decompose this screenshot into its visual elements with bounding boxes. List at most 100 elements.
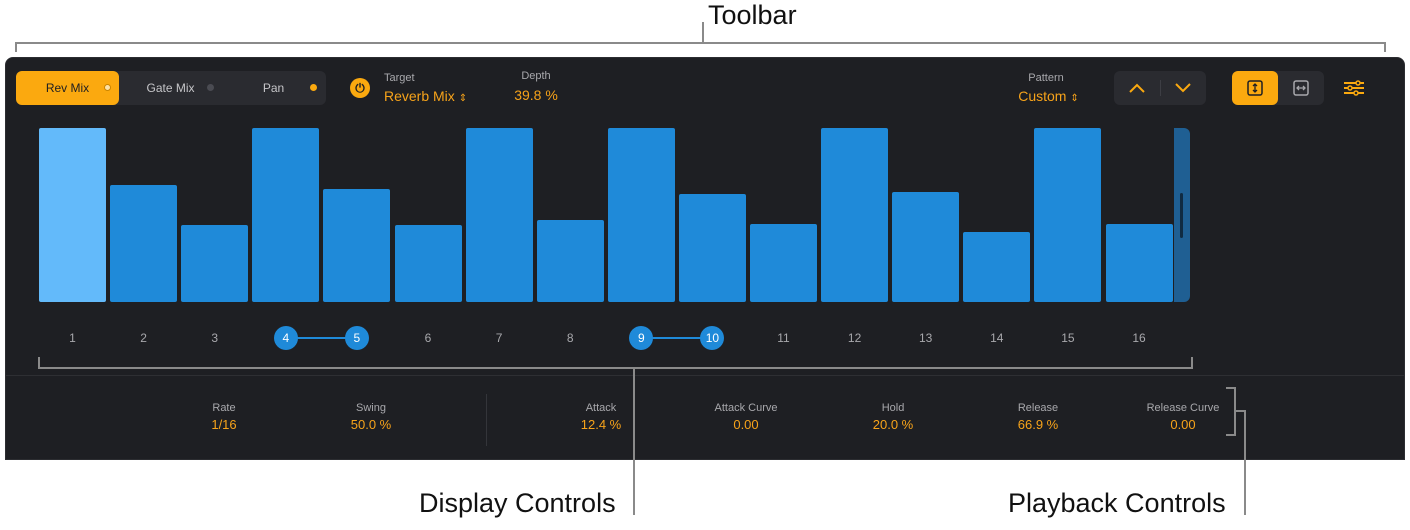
step-modulator-panel: Rev Mix Gate Mix Pan ⏻ Target Reverb Mix… [5,57,1405,460]
pattern-label: Pattern [1028,72,1064,84]
updown-chevron-icon: ⇕ [1070,93,1079,104]
step-bar-14[interactable] [963,232,1031,302]
step-number[interactable]: 8 [566,331,574,345]
toolbar-bracket [702,22,704,44]
step-number[interactable]: 16 [1132,331,1146,345]
param-attack-curve[interactable]: Attack Curve 0.00 [691,402,801,432]
scroll-handle[interactable] [1174,128,1190,302]
callout-toolbar: Toolbar [708,0,797,30]
depth-label: Depth [521,70,551,82]
tab-rev-mix[interactable]: Rev Mix [16,71,119,105]
view-mode-toggle [1232,71,1324,105]
toolbar-bracket-right [1384,42,1386,52]
step-bar-11[interactable] [750,223,817,302]
param-value: 0.00 [733,417,759,432]
chevron-down-icon[interactable] [1160,71,1206,105]
step-number[interactable]: 7 [495,331,503,345]
param-hold[interactable]: Hold 20.0 % [838,402,948,432]
step-bar-5[interactable] [323,188,391,302]
callout-display-controls: Display Controls [419,488,616,518]
playback-bracket-bottom [1226,434,1236,436]
callout-playback-controls: Playback Controls [1008,488,1226,518]
depth-value[interactable]: 39.8 % [514,87,558,103]
tab-label: Rev Mix [45,81,90,95]
status-dot [207,84,214,91]
vertical-resize-icon[interactable] [1232,71,1278,105]
toolbar-bracket-line [15,42,1386,44]
tab-gate-mix[interactable]: Gate Mix [119,71,222,105]
param-value: 12.4 % [580,417,622,432]
chevron-up-icon[interactable] [1114,71,1160,105]
param-rate[interactable]: Rate 1/16 [169,402,279,432]
step-bar-7[interactable] [465,128,533,302]
pattern-nav [1114,71,1206,105]
playback-leader [1234,410,1246,412]
step-number[interactable]: 4 [273,326,298,350]
pattern-value: Custom [1018,88,1067,104]
horizontal-resize-icon[interactable] [1278,71,1324,105]
target-label: Target [384,72,415,84]
step-bar-10[interactable] [678,194,746,302]
step-number[interactable]: 13 [919,331,933,345]
playback-leader-down [1244,410,1246,515]
step-bar-1[interactable] [39,128,106,302]
param-swing[interactable]: Swing 50.0 % [316,402,426,432]
step-bar-3[interactable] [181,225,249,302]
step-bar-13[interactable] [892,192,960,302]
param-value: 1/16 [211,417,237,432]
status-dot [104,84,111,91]
param-label: Release Curve [1146,402,1220,414]
param-label: Attack Curve [714,402,778,414]
step-number[interactable]: 11 [777,331,790,345]
param-release[interactable]: Release 66.9 % [983,402,1093,432]
step-number[interactable]: 10 [700,326,725,350]
scroll-grip [1180,193,1183,238]
playback-controls: Rate 1/16 Swing 50.0 % Attack 12.4 % Attack Cu… [6,375,1404,460]
step-link [285,337,357,339]
sliders-settings-icon[interactable] [1342,76,1366,100]
step-bar-15[interactable] [1034,128,1102,302]
step-bar-12[interactable] [821,128,889,302]
display-leader [633,367,635,515]
display-bracket [38,367,1193,369]
tab-pan[interactable]: Pan [222,71,325,105]
step-bar-6[interactable] [394,225,462,302]
step-bar-9[interactable] [607,128,675,302]
tab-label: Gate Mix [146,81,195,95]
step-bar-16[interactable] [1105,223,1173,302]
status-dot [310,84,317,91]
step-number[interactable]: 5 [344,326,369,350]
param-value: 0.00 [1170,417,1196,432]
divider [1160,80,1161,96]
step-number[interactable]: 1 [69,331,76,345]
playback-bracket-top [1226,387,1236,389]
param-value: 66.9 % [1017,417,1059,432]
step-number[interactable]: 2 [140,331,147,345]
step-bar-4[interactable] [252,128,320,302]
pattern-select[interactable]: Custom ⇕ [1006,88,1091,104]
param-value: 50.0 % [350,417,392,432]
step-bar-8[interactable] [536,220,604,302]
param-label: Attack [585,402,617,414]
param-attack[interactable]: Attack 12.4 % [546,402,656,432]
modulation-tabs: Rev Mix Gate Mix Pan [16,71,326,105]
param-label: Release [1017,402,1059,414]
param-release-curve[interactable]: Release Curve 0.00 [1128,402,1238,432]
target-select[interactable]: Reverb Mix ⇕ [384,88,467,104]
tab-label: Pan [262,81,285,95]
updown-chevron-icon: ⇕ [458,93,468,104]
param-value: 20.0 % [872,417,914,432]
param-label: Rate [212,402,236,414]
step-number[interactable]: 12 [847,331,862,345]
target-value: Reverb Mix [384,88,455,104]
step-number[interactable]: 6 [424,331,432,345]
divider [486,394,487,446]
param-label: Hold [881,402,905,414]
step-number[interactable]: 9 [629,326,654,350]
step-number[interactable]: 14 [990,331,1004,345]
power-icon[interactable]: ⏻ [350,78,370,98]
step-bar-2[interactable] [110,185,178,302]
step-link [641,337,713,339]
step-number[interactable]: 15 [1061,331,1075,345]
step-number[interactable]: 3 [211,331,219,345]
